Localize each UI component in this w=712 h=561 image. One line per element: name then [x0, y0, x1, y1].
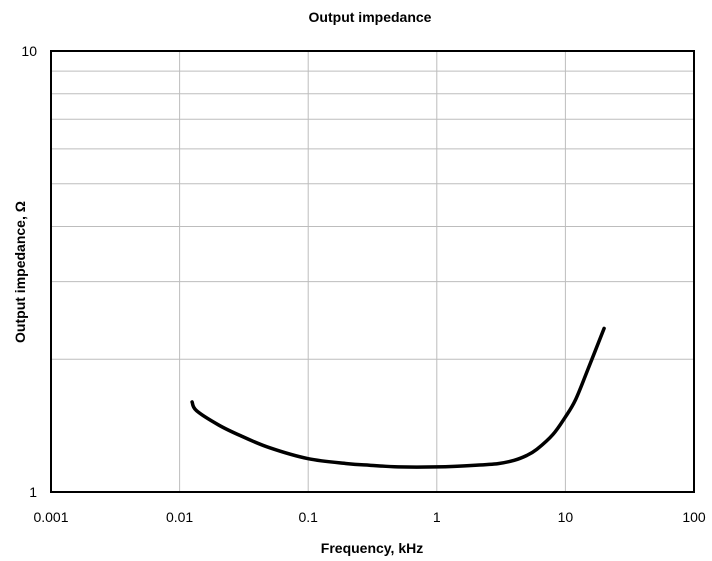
x-tick-label: 100	[682, 509, 706, 525]
x-tick-labels: 0.001 0.01 0.1 1 10 100	[33, 509, 705, 525]
y-tick-labels: 1 10	[21, 43, 37, 500]
y-tick-label: 10	[21, 43, 37, 59]
x-tick-label: 0.1	[298, 509, 318, 525]
y-tick-label: 1	[29, 484, 37, 500]
x-tick-label: 1	[433, 509, 441, 525]
x-tick-label: 0.001	[33, 509, 68, 525]
y-axis-label: Output impedance, Ω	[12, 201, 28, 343]
chart-title: Output impedance	[309, 9, 432, 25]
impedance-curve	[190, 326, 606, 469]
grid-lines	[50, 51, 695, 492]
x-axis-label: Frequency, kHz	[321, 540, 423, 556]
x-tick-label: 0.01	[166, 509, 193, 525]
x-tick-label: 10	[558, 509, 574, 525]
plot-area-frame	[50, 50, 695, 493]
